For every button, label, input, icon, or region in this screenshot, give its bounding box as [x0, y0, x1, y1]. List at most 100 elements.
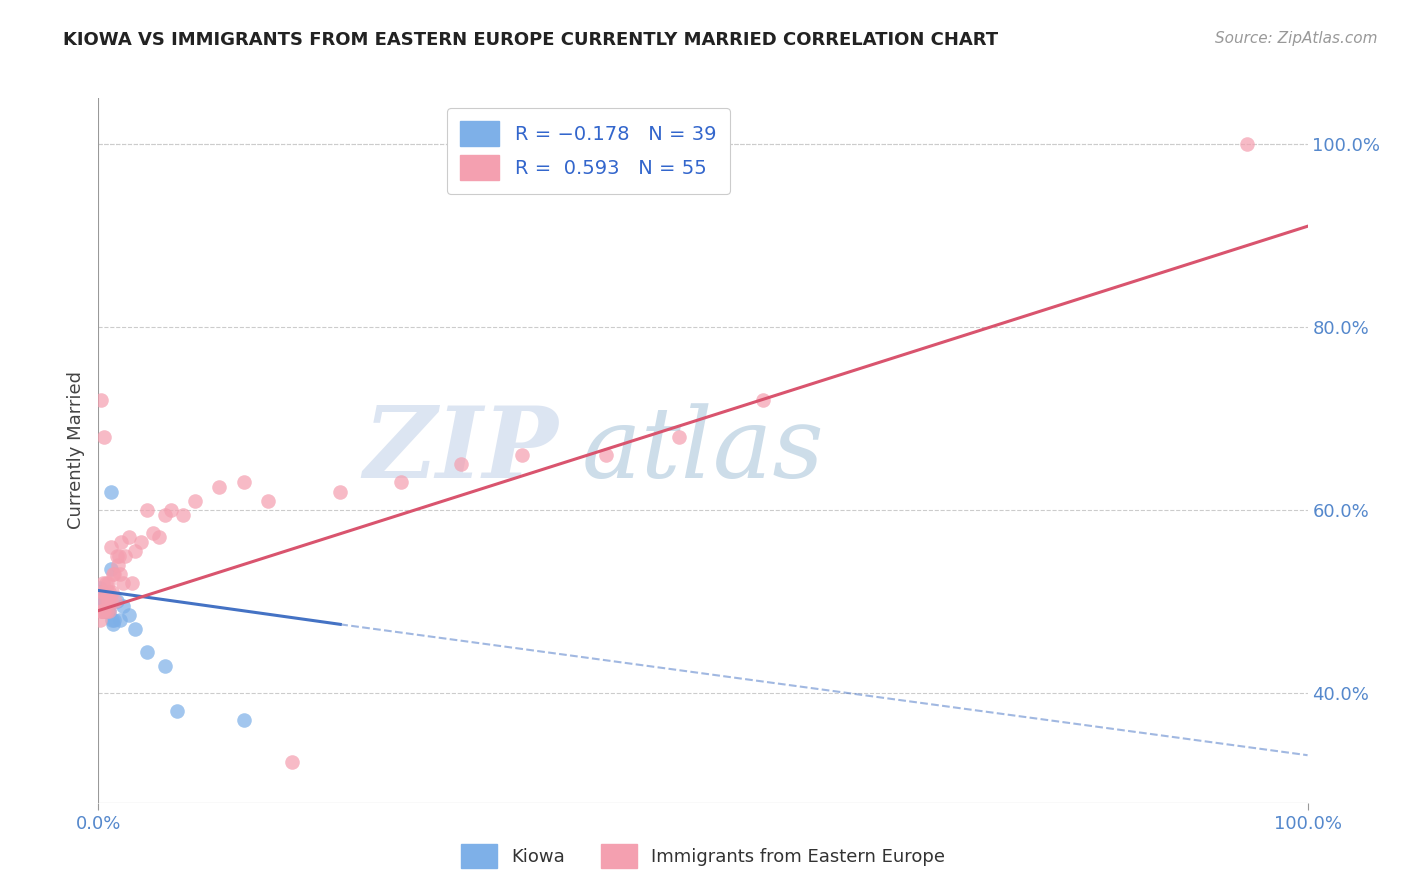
Point	[94, 576, 117, 591]
Point	[148, 530, 170, 544]
Point	[166, 704, 188, 718]
Point	[105, 594, 128, 608]
Point	[93, 594, 115, 608]
Point	[90, 585, 112, 599]
Point	[105, 549, 128, 563]
Point	[108, 549, 131, 563]
Point	[90, 599, 112, 613]
Point	[96, 599, 118, 613]
Point	[94, 594, 117, 608]
Point	[100, 594, 122, 608]
Point	[91, 594, 114, 608]
Point	[118, 530, 141, 544]
Point	[93, 604, 115, 618]
Point	[91, 585, 114, 599]
Point	[100, 613, 122, 627]
Point	[98, 585, 121, 599]
Point	[510, 448, 533, 462]
Point	[100, 540, 122, 554]
Point	[91, 594, 114, 608]
Point	[93, 585, 115, 599]
Point	[752, 393, 775, 408]
Point	[142, 525, 165, 540]
Point	[329, 484, 352, 499]
Point	[91, 604, 114, 618]
Point	[595, 448, 617, 462]
Point	[91, 594, 114, 608]
Point	[97, 599, 120, 613]
Point	[96, 604, 118, 618]
Point	[160, 503, 183, 517]
Point	[91, 576, 114, 591]
Point	[91, 585, 114, 599]
Point	[89, 590, 111, 604]
Point	[91, 590, 114, 604]
Point	[232, 475, 254, 490]
Point	[121, 576, 143, 591]
Point	[232, 714, 254, 728]
Point	[93, 599, 115, 613]
Y-axis label: Currently Married: Currently Married	[66, 371, 84, 530]
Point	[124, 622, 146, 636]
Point	[94, 594, 117, 608]
Point	[93, 604, 115, 618]
Point	[389, 475, 412, 490]
Point	[256, 493, 278, 508]
Point	[103, 613, 125, 627]
Point	[668, 430, 690, 444]
Point	[89, 581, 111, 595]
Point	[172, 508, 194, 522]
Point	[93, 430, 115, 444]
Point	[153, 658, 176, 673]
Point	[129, 535, 152, 549]
Point	[90, 594, 112, 608]
Point	[110, 535, 132, 549]
Point	[91, 599, 114, 613]
Point	[90, 604, 112, 618]
Point	[89, 585, 111, 599]
Point	[97, 604, 120, 618]
Point	[281, 755, 304, 769]
Point	[96, 585, 118, 599]
Point	[101, 617, 124, 632]
Point	[103, 567, 125, 582]
Point	[101, 567, 124, 582]
Point	[450, 457, 472, 471]
Point	[208, 480, 231, 494]
Point	[91, 590, 114, 604]
Point	[114, 549, 136, 563]
Legend: Kiowa, Immigrants from Eastern Europe: Kiowa, Immigrants from Eastern Europe	[453, 838, 953, 875]
Point	[118, 608, 141, 623]
Point	[107, 558, 129, 572]
Text: Source: ZipAtlas.com: Source: ZipAtlas.com	[1215, 31, 1378, 46]
Point	[108, 567, 131, 582]
Text: KIOWA VS IMMIGRANTS FROM EASTERN EUROPE CURRENTLY MARRIED CORRELATION CHART: KIOWA VS IMMIGRANTS FROM EASTERN EUROPE …	[63, 31, 998, 49]
Point	[91, 604, 114, 618]
Point	[98, 604, 121, 618]
Point	[184, 493, 207, 508]
Point	[94, 599, 117, 613]
Point	[89, 613, 111, 627]
Point	[153, 508, 176, 522]
Point	[135, 645, 157, 659]
Point	[94, 604, 117, 618]
Point	[104, 594, 127, 608]
Point	[111, 576, 134, 591]
Text: atlas: atlas	[582, 403, 825, 498]
Point	[100, 484, 122, 499]
Point	[100, 585, 122, 599]
Point	[1236, 136, 1258, 151]
Point	[90, 590, 112, 604]
Point	[90, 393, 112, 408]
Point	[98, 604, 121, 618]
Point	[91, 604, 114, 618]
Point	[97, 594, 120, 608]
Point	[111, 599, 134, 613]
Point	[108, 613, 131, 627]
Point	[100, 562, 122, 576]
Point	[97, 576, 120, 591]
Point	[135, 503, 157, 517]
Point	[124, 544, 146, 558]
Text: ZIP: ZIP	[363, 402, 558, 499]
Point	[96, 604, 118, 618]
